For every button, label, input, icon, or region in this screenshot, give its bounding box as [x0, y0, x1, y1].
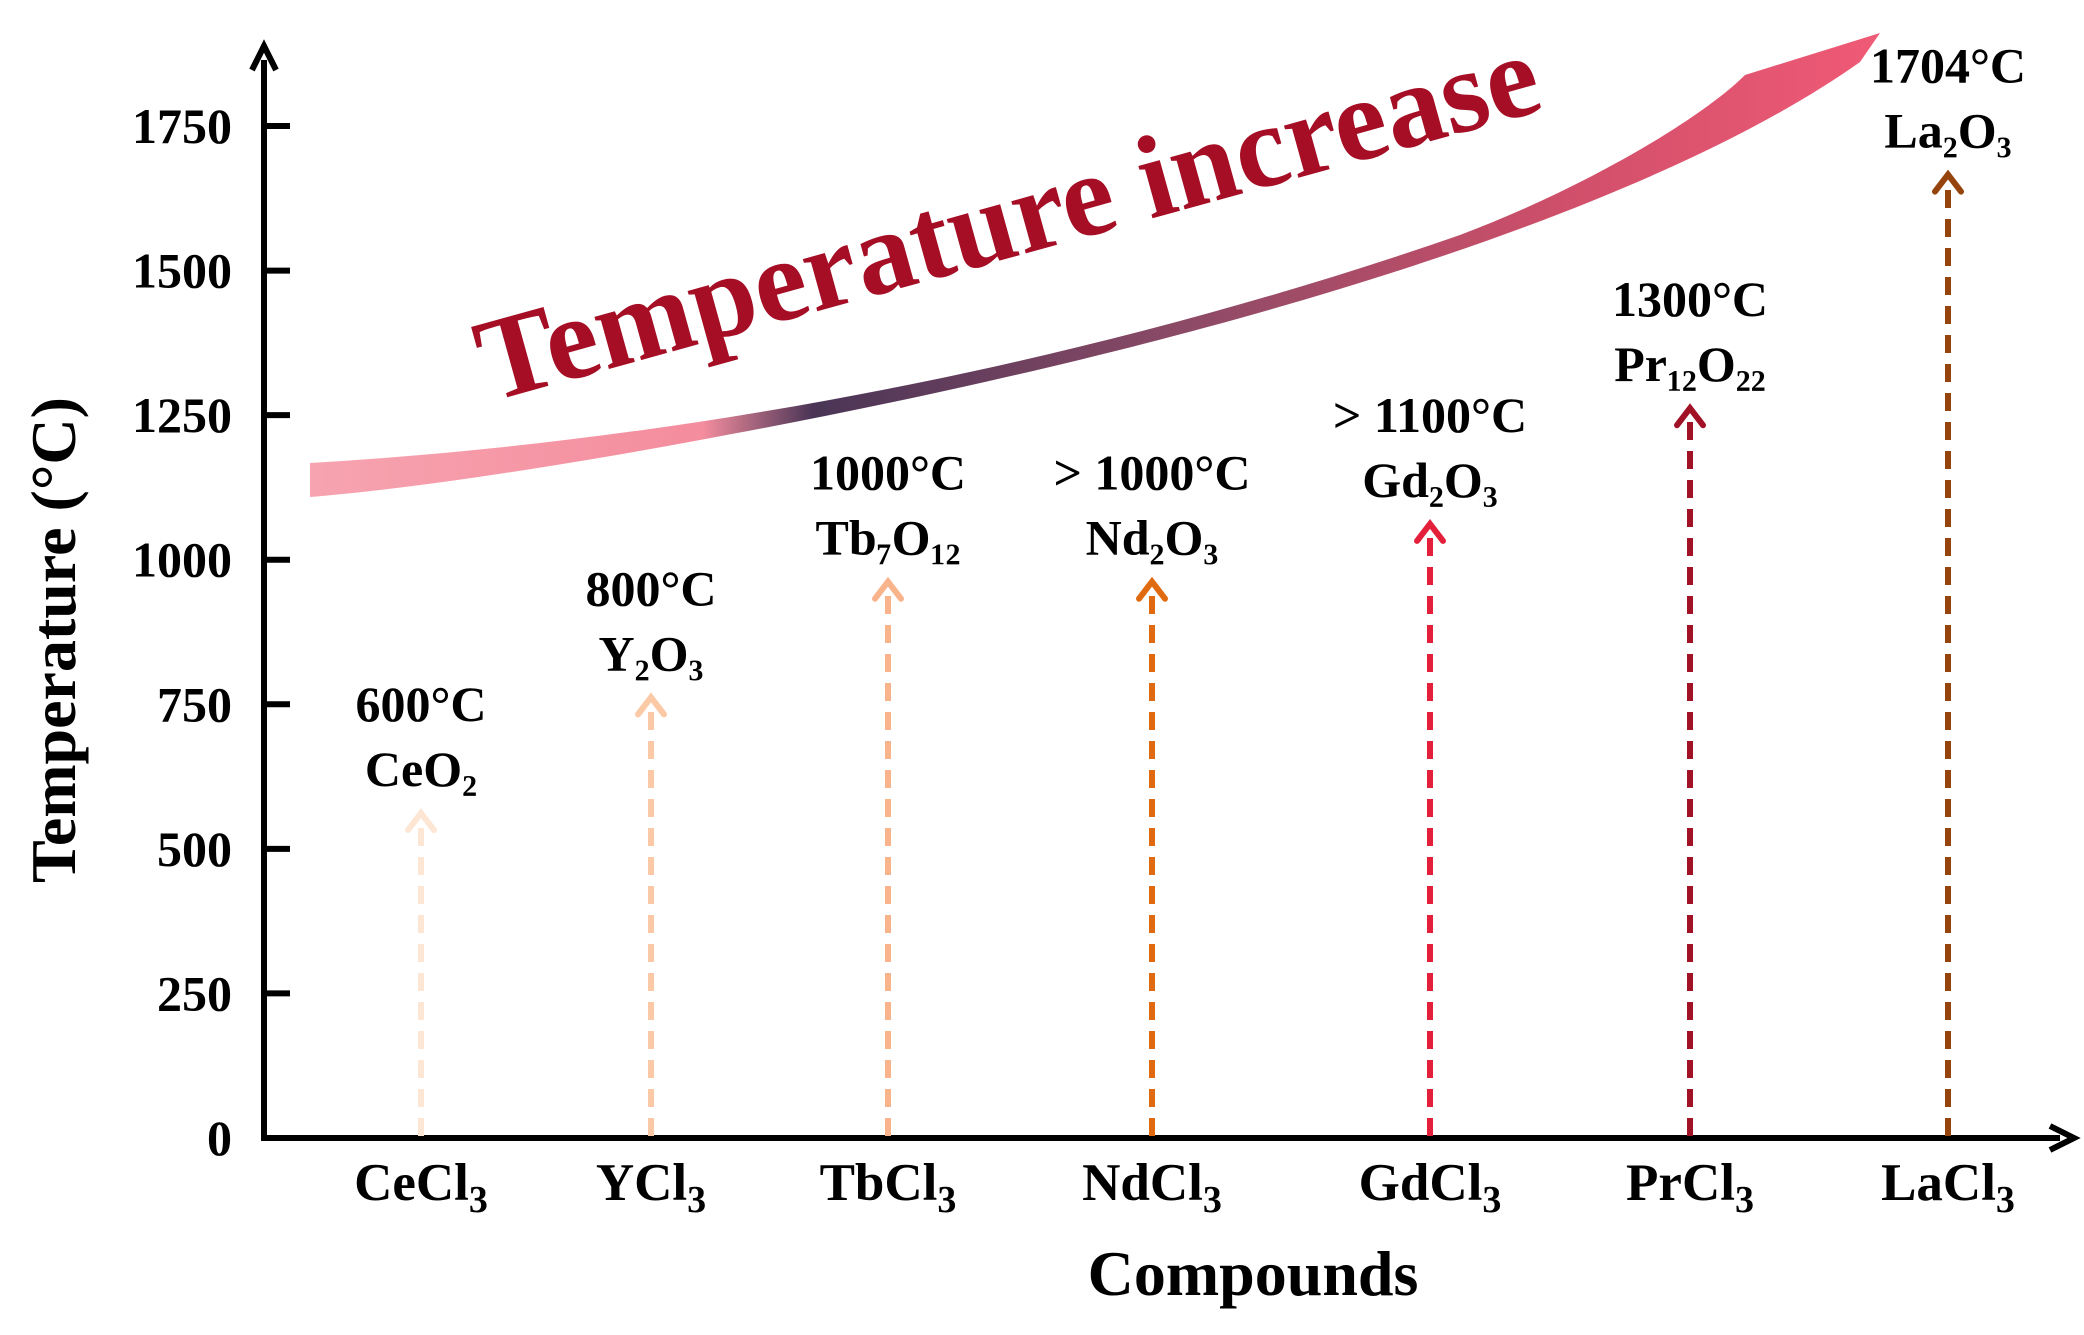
- x-tick-label-tbcl3: TbCl3: [820, 1154, 957, 1221]
- oxide-label: Pr₁₂O₂₂: [1614, 336, 1766, 392]
- temperature-increase-band: [310, 33, 1880, 497]
- temperature-label: > 1100°C: [1333, 387, 1527, 443]
- x-tick-label-ycl3: YCl3: [596, 1154, 706, 1221]
- x-tick-label-lacl3: LaCl3: [1881, 1154, 2015, 1221]
- arrow-head: [1932, 169, 1964, 195]
- y-axis-arrowhead: [249, 39, 279, 72]
- arrow-head: [1136, 576, 1168, 602]
- x-tick-label-ndcl3: NdCl3: [1082, 1154, 1222, 1221]
- x-tick-label-gdcl3: GdCl3: [1359, 1154, 1502, 1221]
- temperature-label: 800°C: [585, 560, 716, 616]
- x-tick-label-cecl3: CeCl3: [354, 1154, 488, 1221]
- oxide-label: CeO₂: [365, 741, 477, 797]
- y-tick-label: 500: [157, 821, 232, 877]
- y-tick-label: 750: [157, 676, 232, 732]
- x-tick-labels: CeCl3 YCl3 TbCl3 NdCl3 GdCl3 PrCl3 LaCl3: [354, 1154, 2015, 1221]
- y-tick-label: 1500: [132, 243, 232, 299]
- temperature-label: > 1000°C: [1053, 445, 1250, 501]
- arrow-head: [635, 692, 667, 718]
- temperature-label: 1000°C: [810, 445, 966, 501]
- arrow-head: [405, 808, 437, 834]
- y-tick-label: 0: [207, 1110, 232, 1166]
- y-ticks: 0 250 500 750 1000 1250 1500 1750: [132, 98, 290, 1166]
- oxide-label: Y₂O₃: [599, 625, 704, 681]
- oxide-label: Nd₂O₃: [1086, 510, 1219, 566]
- temperature-label: 1300°C: [1612, 271, 1768, 327]
- oxide-label: Tb₇O₁₂: [815, 510, 960, 566]
- arrow-head: [1414, 518, 1446, 544]
- arrow-head: [872, 576, 904, 602]
- y-tick-label: 1750: [132, 98, 232, 154]
- oxide-label: Gd₂O₃: [1362, 452, 1498, 508]
- x-tick-label-prcl3: PrCl3: [1626, 1154, 1754, 1221]
- y-tick-label: 1250: [132, 387, 232, 443]
- x-axis-arrowhead: [2048, 1123, 2081, 1153]
- arrows-layer: CeO₂ 600°C Y₂O₃ 800°C Tb₇O₁₂ 1000°C Nd₂O₃ > 100…: [355, 38, 2026, 1136]
- y-tick-label: 1000: [132, 532, 232, 588]
- temperature-label: 1704°C: [1870, 38, 2026, 94]
- y-axis-title: Temperature (°C): [18, 397, 89, 883]
- oxide-label: La₂O₃: [1884, 103, 2011, 159]
- x-axis-title: Compounds: [1088, 1238, 1419, 1309]
- arrow-head: [1674, 403, 1706, 429]
- y-tick-label: 250: [157, 965, 232, 1021]
- temperature-label: 600°C: [355, 676, 486, 732]
